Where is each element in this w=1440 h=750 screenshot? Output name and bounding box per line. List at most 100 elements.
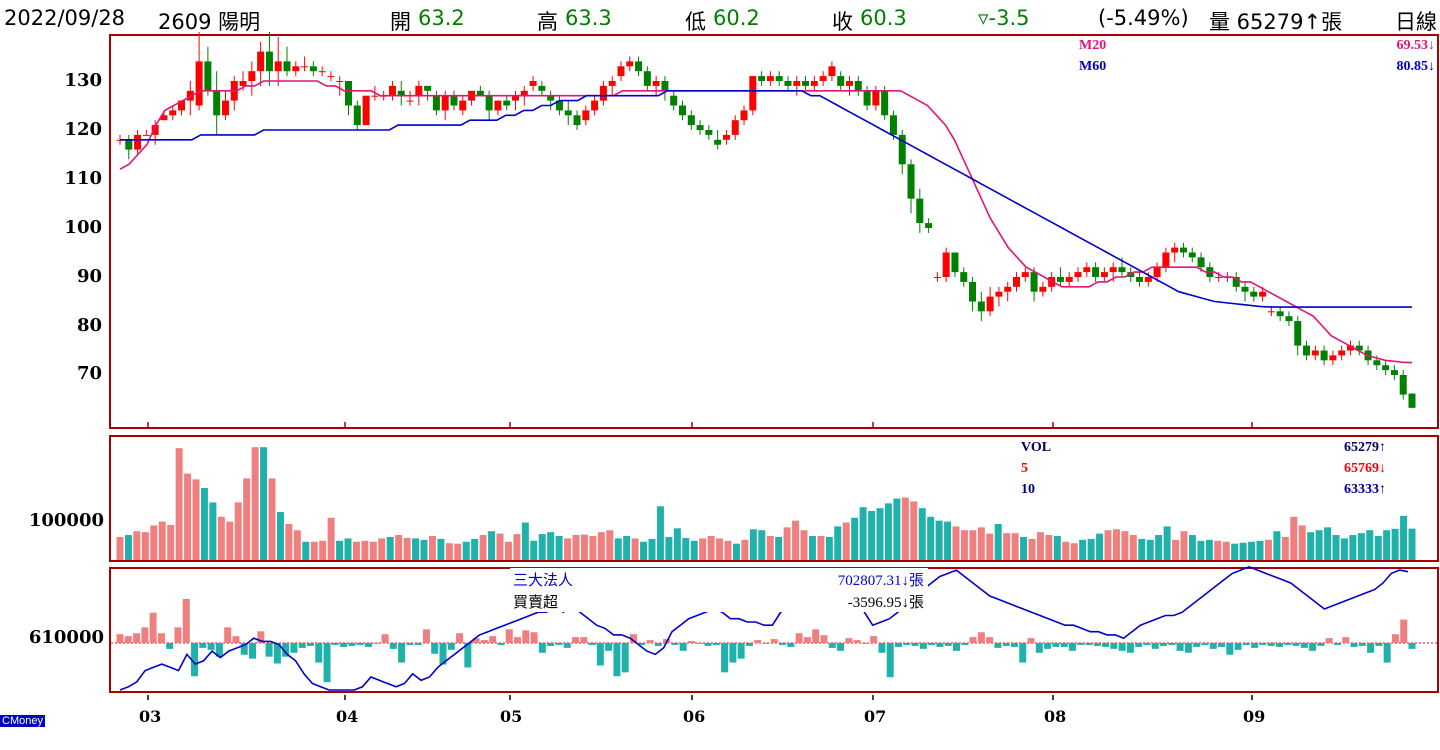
candle-body [432, 95, 440, 111]
candle-body [1285, 316, 1293, 322]
volume-bar [741, 539, 749, 560]
volume-bar [1062, 541, 1070, 560]
inst-bar [1143, 643, 1151, 645]
inst-bar [853, 640, 861, 643]
volume-bar [690, 540, 698, 560]
volume-bar [749, 529, 757, 560]
candle-body [1109, 267, 1117, 273]
volume-bar [580, 534, 588, 560]
volume-bar [150, 525, 158, 560]
inst-bar [182, 599, 190, 643]
candle-body [1276, 311, 1284, 317]
volume-bar [513, 534, 521, 560]
open-value: 63.2 [418, 6, 465, 30]
volume-bar [1087, 538, 1095, 560]
inst-bar [298, 643, 306, 648]
volume-bar [1121, 531, 1129, 560]
institutional-legend: 三大法人 702807.31↓張 買賣超 -3596.95↓張 [510, 568, 928, 612]
candle-body [1399, 375, 1407, 395]
candle-body [951, 252, 959, 273]
volume-bar [369, 541, 377, 560]
candle-body [722, 134, 730, 140]
candle-body [617, 66, 625, 77]
inst-bar [729, 643, 737, 663]
candle-body [494, 100, 502, 111]
candle-body [643, 71, 651, 86]
candle-body [564, 110, 572, 116]
price-tick-label: 120 [64, 119, 102, 140]
candle-body [485, 95, 493, 111]
candle-body [696, 125, 704, 130]
inst-bar [116, 634, 124, 643]
candle-body [1311, 350, 1319, 356]
inst-bar [282, 643, 290, 657]
volume-bar [319, 540, 327, 560]
inst-bar [572, 637, 580, 643]
candle-body [1039, 286, 1047, 292]
volume-bar [1281, 536, 1289, 560]
volume-bar [572, 535, 580, 560]
candle-body [1382, 365, 1390, 371]
ma-legend: M20 69.53↓ M60 80.85↓ [1075, 36, 1437, 78]
volume-bar [361, 540, 369, 560]
volume-bar [1096, 533, 1104, 560]
volume-bar [825, 536, 833, 560]
volume-bar [994, 524, 1002, 560]
volume-bar [1172, 539, 1180, 560]
candle-body [555, 100, 563, 111]
candle-body [1250, 291, 1258, 297]
volume-bar [395, 535, 403, 560]
inst-bar [414, 643, 422, 645]
candle-body [1373, 360, 1381, 366]
volume-bar [901, 497, 909, 560]
candle-body [362, 95, 370, 126]
candle-body [388, 85, 396, 96]
inst-bar [646, 640, 654, 643]
volume-bar [918, 508, 926, 560]
inst-bar [514, 637, 522, 643]
candle-body [670, 95, 678, 106]
candle-body [898, 134, 906, 165]
volume-bar [868, 511, 876, 560]
candle-body [608, 81, 616, 86]
volume-bar [1366, 530, 1374, 560]
volume-bar [699, 538, 707, 560]
candle-body [1232, 277, 1240, 287]
inst-bar [1019, 643, 1027, 663]
volume-bar [378, 538, 386, 560]
inst-bar [1350, 643, 1358, 647]
candle-body [775, 76, 783, 81]
inst-bar [1135, 643, 1143, 647]
candle-body [406, 100, 414, 102]
candle-body [740, 110, 748, 121]
volume-bar [251, 447, 259, 560]
volume-bar [1053, 536, 1061, 560]
volume-bar [775, 536, 783, 560]
ma10-label: 10 [1021, 482, 1035, 497]
volume-bar [479, 535, 487, 560]
inst-bar [588, 643, 596, 645]
candle-body [1303, 345, 1311, 356]
month-label: 05 [500, 707, 523, 726]
candle-body [705, 130, 713, 135]
low-value: 60.2 [713, 6, 760, 30]
inst-bar [422, 629, 430, 643]
inst-bar [1068, 643, 1076, 651]
candle-body [969, 281, 977, 302]
price-tick-label: 100 [64, 217, 102, 238]
volume-legend: VOL 65279↑ 5 65769↓ 10 63333↑ [1018, 437, 1388, 503]
volume-bar [496, 533, 504, 560]
inst-bar [340, 643, 348, 647]
candle-body [687, 115, 695, 126]
candle-body [1329, 355, 1337, 361]
volume-bar [1020, 536, 1028, 560]
volume-bar [673, 528, 681, 560]
volume-bar [893, 498, 901, 560]
candle-body [810, 81, 818, 86]
inst-bar [1093, 643, 1101, 646]
month-label: 04 [336, 707, 359, 726]
candle-body [714, 139, 722, 145]
inst-bar [1160, 643, 1168, 646]
candle-body [274, 61, 282, 72]
volume-bar [876, 508, 884, 560]
